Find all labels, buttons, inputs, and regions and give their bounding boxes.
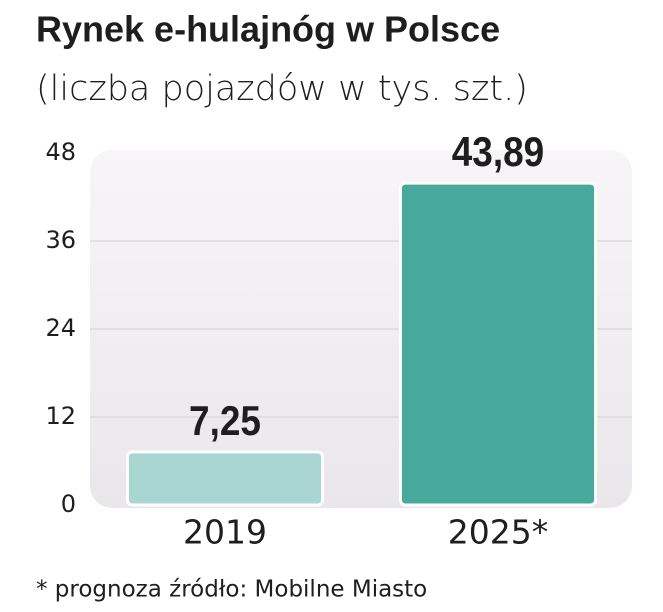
chart-subtitle: (liczba pojazdów w tys. szt.) (36, 69, 528, 109)
y-tick-label: 24 (45, 314, 76, 342)
footnote: * prognoza źródło: Mobilne Miasto (36, 577, 427, 603)
bar (398, 181, 598, 507)
value-label: 7,25 (189, 398, 261, 445)
y-tick-label: 12 (45, 402, 76, 430)
chart-title: Rynek e-hulajnóg w Polsce (36, 9, 500, 50)
y-tick-label: 48 (45, 138, 76, 166)
x-tick-label: 2025* (448, 513, 548, 552)
bar (125, 450, 325, 507)
y-tick-label: 0 (61, 490, 76, 518)
y-tick-label: 36 (45, 226, 76, 254)
value-label: 43,89 (452, 129, 544, 176)
x-tick-label: 2019 (183, 513, 267, 552)
